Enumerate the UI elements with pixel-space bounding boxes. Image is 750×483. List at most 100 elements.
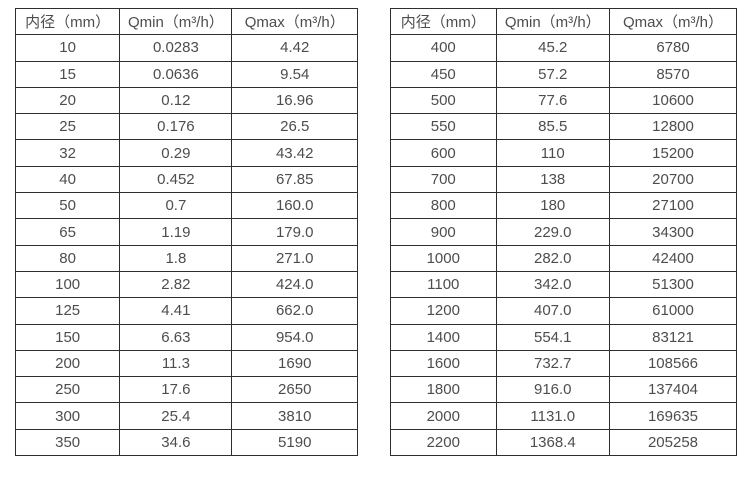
flow-spec-table-right: 内径（mm） Qmin（m³/h） Qmax（m³/h） 400 45.2 6780 45… <box>390 7 737 457</box>
table-cell: 0.0283 <box>119 34 233 62</box>
table-cell: 26.5 <box>231 113 358 141</box>
table-cell: 205258 <box>609 428 737 457</box>
table-cell: 3810 <box>231 402 358 430</box>
table-cell: 11.3 <box>119 349 233 378</box>
table-cell: 160.0 <box>231 192 358 220</box>
table-row: 250 17.6 2650 <box>14 376 358 404</box>
table-cell: 67.85 <box>231 165 358 194</box>
table-cell: 17.6 <box>119 376 233 404</box>
table-cell: 4.41 <box>119 297 233 325</box>
table-cell: 700 <box>390 165 497 194</box>
table-cell: 180 <box>495 192 611 220</box>
table-row: 125 4.41 662.0 <box>14 297 358 325</box>
table-cell: 40 <box>14 165 121 194</box>
table-row: 1800 916.0 137404 <box>390 376 737 404</box>
table-body: 10 0.0283 4.42 15 0.0636 9.54 20 0.12 16.96 25 0.1… <box>14 34 358 457</box>
table-cell: 150 <box>14 323 121 351</box>
table-cell: 1200 <box>390 297 497 325</box>
table-row: 550 85.5 12800 <box>390 113 737 141</box>
table-cell: 0.29 <box>119 139 233 167</box>
table-row: 2000 1131.0 169635 <box>390 402 737 430</box>
table-cell: 6780 <box>609 34 737 62</box>
table-cell: 500 <box>390 86 497 115</box>
table-row: 80 1.8 271.0 <box>14 244 358 272</box>
table-cell: 554.1 <box>495 323 611 351</box>
table-cell: 138 <box>495 165 611 194</box>
table-row: 1400 554.1 83121 <box>390 323 737 351</box>
table-cell: 108566 <box>609 349 737 378</box>
table-cell: 50 <box>14 192 121 220</box>
table-cell: 1600 <box>390 349 497 378</box>
table-cell: 34300 <box>609 218 737 246</box>
table-cell: 271.0 <box>231 244 358 272</box>
table-cell: 1368.4 <box>495 428 611 457</box>
table-row: 700 138 20700 <box>390 165 737 194</box>
table-cell: 800 <box>390 192 497 220</box>
table-row: 20 0.12 16.96 <box>14 86 358 115</box>
table-cell: 20 <box>14 86 121 115</box>
table-cell: 400 <box>390 34 497 62</box>
table-cell: 250 <box>14 376 121 404</box>
table-cell: 5190 <box>231 428 358 457</box>
column-header: Qmax（m³/h） <box>609 7 737 36</box>
table-cell: 12800 <box>609 113 737 141</box>
table-cell: 2650 <box>231 376 358 404</box>
table-cell: 407.0 <box>495 297 611 325</box>
table-row: 500 77.6 10600 <box>390 86 737 115</box>
table-cell: 179.0 <box>231 218 358 246</box>
table-cell: 25.4 <box>119 402 233 430</box>
table-cell: 169635 <box>609 402 737 430</box>
table-row: 150 6.63 954.0 <box>14 323 358 351</box>
table-cell: 43.42 <box>231 139 358 167</box>
table-row: 1100 342.0 51300 <box>390 270 737 299</box>
table-cell: 9.54 <box>231 60 358 88</box>
table-cell: 450 <box>390 60 497 88</box>
table-row: 100 2.82 424.0 <box>14 270 358 299</box>
table-cell: 0.452 <box>119 165 233 194</box>
table-row: 25 0.176 26.5 <box>14 113 358 141</box>
table-cell: 2000 <box>390 402 497 430</box>
table-cell: 1.19 <box>119 218 233 246</box>
table-row: 32 0.29 43.42 <box>14 139 358 167</box>
table-cell: 15200 <box>609 139 737 167</box>
table-cell: 51300 <box>609 270 737 299</box>
table-cell: 6.63 <box>119 323 233 351</box>
table-cell: 200 <box>14 349 121 378</box>
table-cell: 954.0 <box>231 323 358 351</box>
table-cell: 85.5 <box>495 113 611 141</box>
table-row: 2200 1368.4 205258 <box>390 428 737 457</box>
column-header: Qmax（m³/h） <box>231 7 358 36</box>
table-cell: 916.0 <box>495 376 611 404</box>
table-cell: 600 <box>390 139 497 167</box>
table-cell: 0.176 <box>119 113 233 141</box>
column-header: Qmin（m³/h） <box>495 7 611 36</box>
table-cell: 10 <box>14 34 121 62</box>
table-row: 600 110 15200 <box>390 139 737 167</box>
table-row: 1200 407.0 61000 <box>390 297 737 325</box>
table-cell: 80 <box>14 244 121 272</box>
table-cell: 0.12 <box>119 86 233 115</box>
table-cell: 1690 <box>231 349 358 378</box>
table-cell: 300 <box>14 402 121 430</box>
table-row: 1000 282.0 42400 <box>390 244 737 272</box>
table-row: 350 34.6 5190 <box>14 428 358 457</box>
table-row: 15 0.0636 9.54 <box>14 60 358 88</box>
table-cell: 1131.0 <box>495 402 611 430</box>
table-cell: 100 <box>14 270 121 299</box>
table-row: 50 0.7 160.0 <box>14 192 358 220</box>
table-row: 40 0.452 67.85 <box>14 165 358 194</box>
table-cell: 65 <box>14 218 121 246</box>
column-header: Qmin（m³/h） <box>119 7 233 36</box>
header-row: 内径（mm） Qmin（m³/h） Qmax（m³/h） <box>14 7 358 36</box>
table-cell: 1100 <box>390 270 497 299</box>
table-cell: 16.96 <box>231 86 358 115</box>
table-row: 65 1.19 179.0 <box>14 218 358 246</box>
table-cell: 424.0 <box>231 270 358 299</box>
table-cell: 10600 <box>609 86 737 115</box>
table-cell: 8570 <box>609 60 737 88</box>
table-cell: 1800 <box>390 376 497 404</box>
table-cell: 550 <box>390 113 497 141</box>
table-cell: 110 <box>495 139 611 167</box>
column-header: 内径（mm） <box>390 7 497 36</box>
table-cell: 34.6 <box>119 428 233 457</box>
